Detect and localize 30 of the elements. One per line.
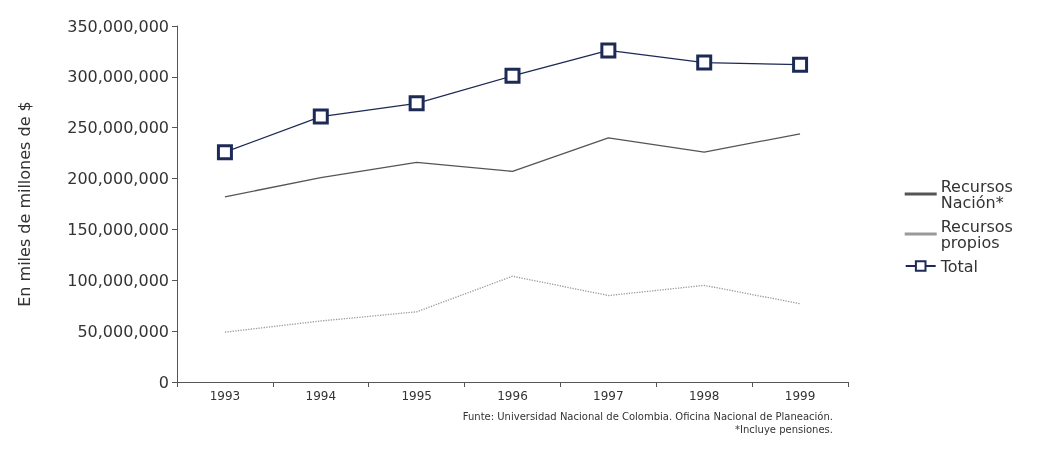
point — [216, 144, 233, 161]
legend-label: Total — [939, 256, 979, 276]
legend-label: Recursos Nación* — [940, 176, 1019, 212]
x-tick-label: 1996 — [497, 389, 528, 403]
x-tick-label: 1993 — [209, 389, 241, 403]
x-tick-label: 1999 — [784, 389, 816, 403]
line-series — [224, 133, 801, 198]
y-tick-label: 350,000,000 — [67, 16, 169, 36]
point — [408, 95, 425, 112]
x-tick-label: 1994 — [305, 389, 337, 403]
x-tick-label: 1995 — [401, 389, 432, 403]
y-tick-label: 300,000,000 — [67, 67, 169, 87]
point — [792, 56, 809, 73]
point — [696, 54, 713, 71]
point — [504, 67, 521, 84]
y-tick-label: 250,000,000 — [67, 118, 169, 138]
y-tick-label: 100,000,000 — [67, 270, 169, 290]
legend-label: Recursos propios — [940, 216, 1019, 252]
y-tick-label: 150,000,000 — [67, 219, 169, 239]
point — [600, 42, 617, 59]
x-tick-label: 1998 — [688, 389, 720, 403]
y-tick-label: 200,000,000 — [67, 169, 169, 189]
text: *Incluye pensiones. — [735, 423, 834, 435]
line-series — [224, 275, 801, 333]
y-tick-label: 0 — [158, 372, 169, 392]
x-tick-label: 1997 — [593, 389, 624, 403]
y-axis-title: En miles de millones de $ — [14, 101, 34, 307]
point — [312, 108, 329, 125]
text: Funte: Universidad Nacional de Colombia. Oficina Nacional de Planeación. — [462, 410, 834, 422]
y-tick-label: 50,000,000 — [77, 321, 169, 341]
